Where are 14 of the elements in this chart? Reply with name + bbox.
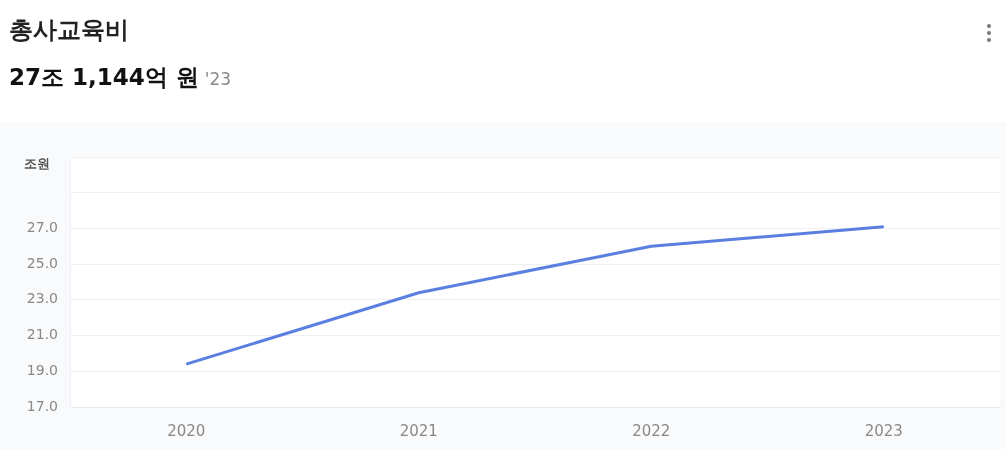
chart-title: 총사교육비 bbox=[9, 15, 129, 46]
y-axis-title: 조원 bbox=[24, 155, 50, 173]
y-tick-label: 21.0 bbox=[26, 326, 58, 343]
text: '23 bbox=[204, 69, 232, 89]
x-tick-label: 2022 bbox=[632, 421, 671, 440]
y-tick-label: 17.0 bbox=[26, 397, 58, 414]
y-tick-label: 25.0 bbox=[26, 254, 58, 271]
x-tick-label: 2020 bbox=[167, 421, 206, 440]
chart-subtitle: 27조 1,144억 원 bbox=[9, 64, 199, 90]
y-tick-label: 23.0 bbox=[26, 290, 58, 307]
x-tick-label: 2021 bbox=[399, 421, 438, 440]
y-tick-label: 27.0 bbox=[26, 219, 58, 236]
x-tick-label: 2023 bbox=[864, 421, 903, 440]
y-tick-label: 19.0 bbox=[26, 361, 58, 378]
